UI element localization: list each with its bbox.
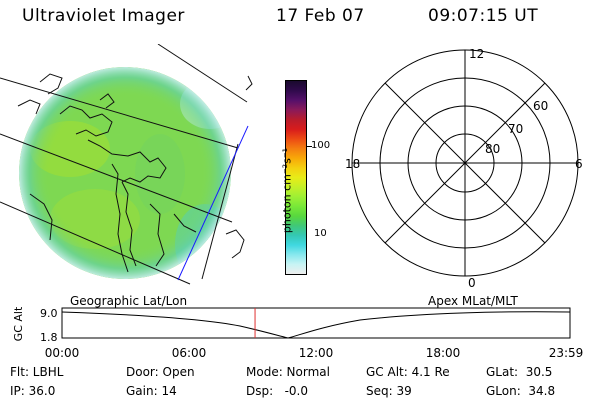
time-tick-06: 06:00	[172, 346, 207, 360]
mlt-label-18: 18	[345, 157, 360, 171]
apex-panel-label: Apex MLat/MLT	[428, 294, 518, 308]
time-tick-12: 12:00	[299, 346, 334, 360]
altitude-curve	[61, 311, 571, 339]
terminator-line	[177, 125, 249, 281]
gain-info: Gain: 14	[126, 384, 177, 398]
mlat-label-70: 70	[508, 122, 523, 136]
gc-alt-info: GC Alt: 4.1 Re	[366, 365, 450, 379]
mode-info: Mode: Normal	[246, 365, 330, 379]
observation-date: 17 Feb 07	[276, 6, 365, 26]
polar-diagonal-b	[384, 82, 546, 244]
altitude-plot-frame	[61, 307, 571, 339]
intensity-colorbar	[285, 80, 307, 275]
alt-ylabel: GC Alt	[12, 306, 25, 341]
door-info: Door: Open	[126, 365, 195, 379]
geographic-panel-label: Geographic Lat/Lon	[70, 294, 188, 308]
ip-info: IP: 36.0	[10, 384, 56, 398]
mlat-label-80: 80	[485, 142, 500, 156]
dsp-info: Dsp: -0.0	[246, 384, 309, 398]
mlt-label-6: 6	[575, 157, 583, 171]
time-tick-00: 00:00	[45, 346, 80, 360]
colorbar-unit-label: photon cm⁻²s⁻¹	[280, 147, 294, 234]
glat-info: GLat: 30.5	[486, 365, 553, 379]
disc-texture	[19, 67, 231, 279]
sequence-info: Seq: 39	[366, 384, 412, 398]
latlon-grid	[0, 44, 248, 285]
mlt-label-12: 12	[469, 47, 484, 61]
mlt-label-0: 0	[468, 276, 476, 290]
alt-ytick-low: 1.8	[40, 331, 58, 344]
app-title: Ultraviolet Imager	[22, 6, 185, 26]
mlat-label-60: 60	[533, 99, 548, 113]
alt-ytick-high: 9.0	[40, 307, 58, 320]
observation-time: 09:07:15 UT	[428, 6, 539, 26]
altitude-timeline: 9.0 1.8 GC Alt 00:00 06:00 12:00 18:00 2…	[12, 306, 584, 360]
time-tick-18: 18:00	[426, 346, 461, 360]
colorbar-tick-100: 100	[311, 140, 331, 151]
colorbar-tick-10: 10	[314, 228, 327, 239]
filter-info: Flt: LBHL	[10, 365, 64, 379]
coastlines	[17, 73, 253, 273]
polar-mlt-plot: 12 18 6 0 60 70 80	[345, 47, 583, 290]
glon-info: GLon: 34.8	[486, 384, 556, 398]
uv-image-panel	[0, 44, 253, 285]
time-tick-2359: 23:59	[549, 346, 584, 360]
